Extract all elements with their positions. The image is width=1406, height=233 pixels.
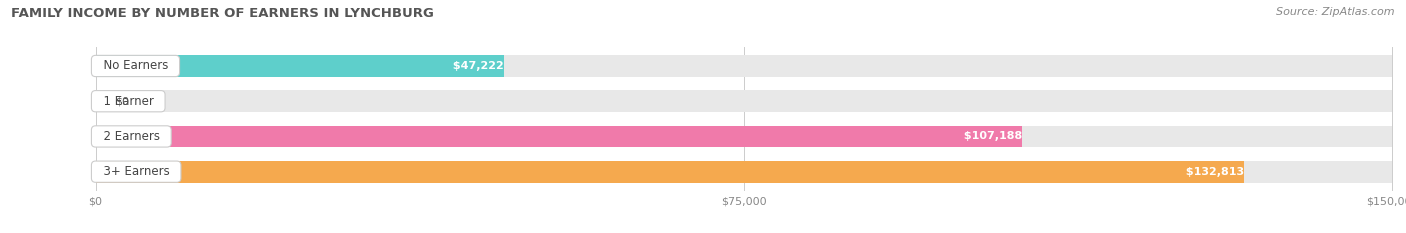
Text: $107,188: $107,188 (960, 131, 1022, 141)
Bar (96, 55, 503, 77)
Bar (96, 161, 1244, 183)
Text: Source: ZipAtlas.com: Source: ZipAtlas.com (1277, 7, 1395, 17)
Bar (96, 55, 1392, 77)
Text: 2 Earners: 2 Earners (96, 130, 167, 143)
Text: No Earners: No Earners (96, 59, 176, 72)
Text: $0: $0 (115, 96, 129, 106)
Bar (96, 126, 1392, 147)
Text: 3+ Earners: 3+ Earners (96, 165, 177, 178)
Text: 1 Earner: 1 Earner (96, 95, 160, 108)
Text: $132,813: $132,813 (1182, 167, 1244, 177)
Text: $47,222: $47,222 (449, 61, 503, 71)
Bar (96, 126, 1022, 147)
Bar (96, 90, 1392, 112)
Bar (96, 161, 1392, 183)
Text: FAMILY INCOME BY NUMBER OF EARNERS IN LYNCHBURG: FAMILY INCOME BY NUMBER OF EARNERS IN LY… (11, 7, 434, 20)
